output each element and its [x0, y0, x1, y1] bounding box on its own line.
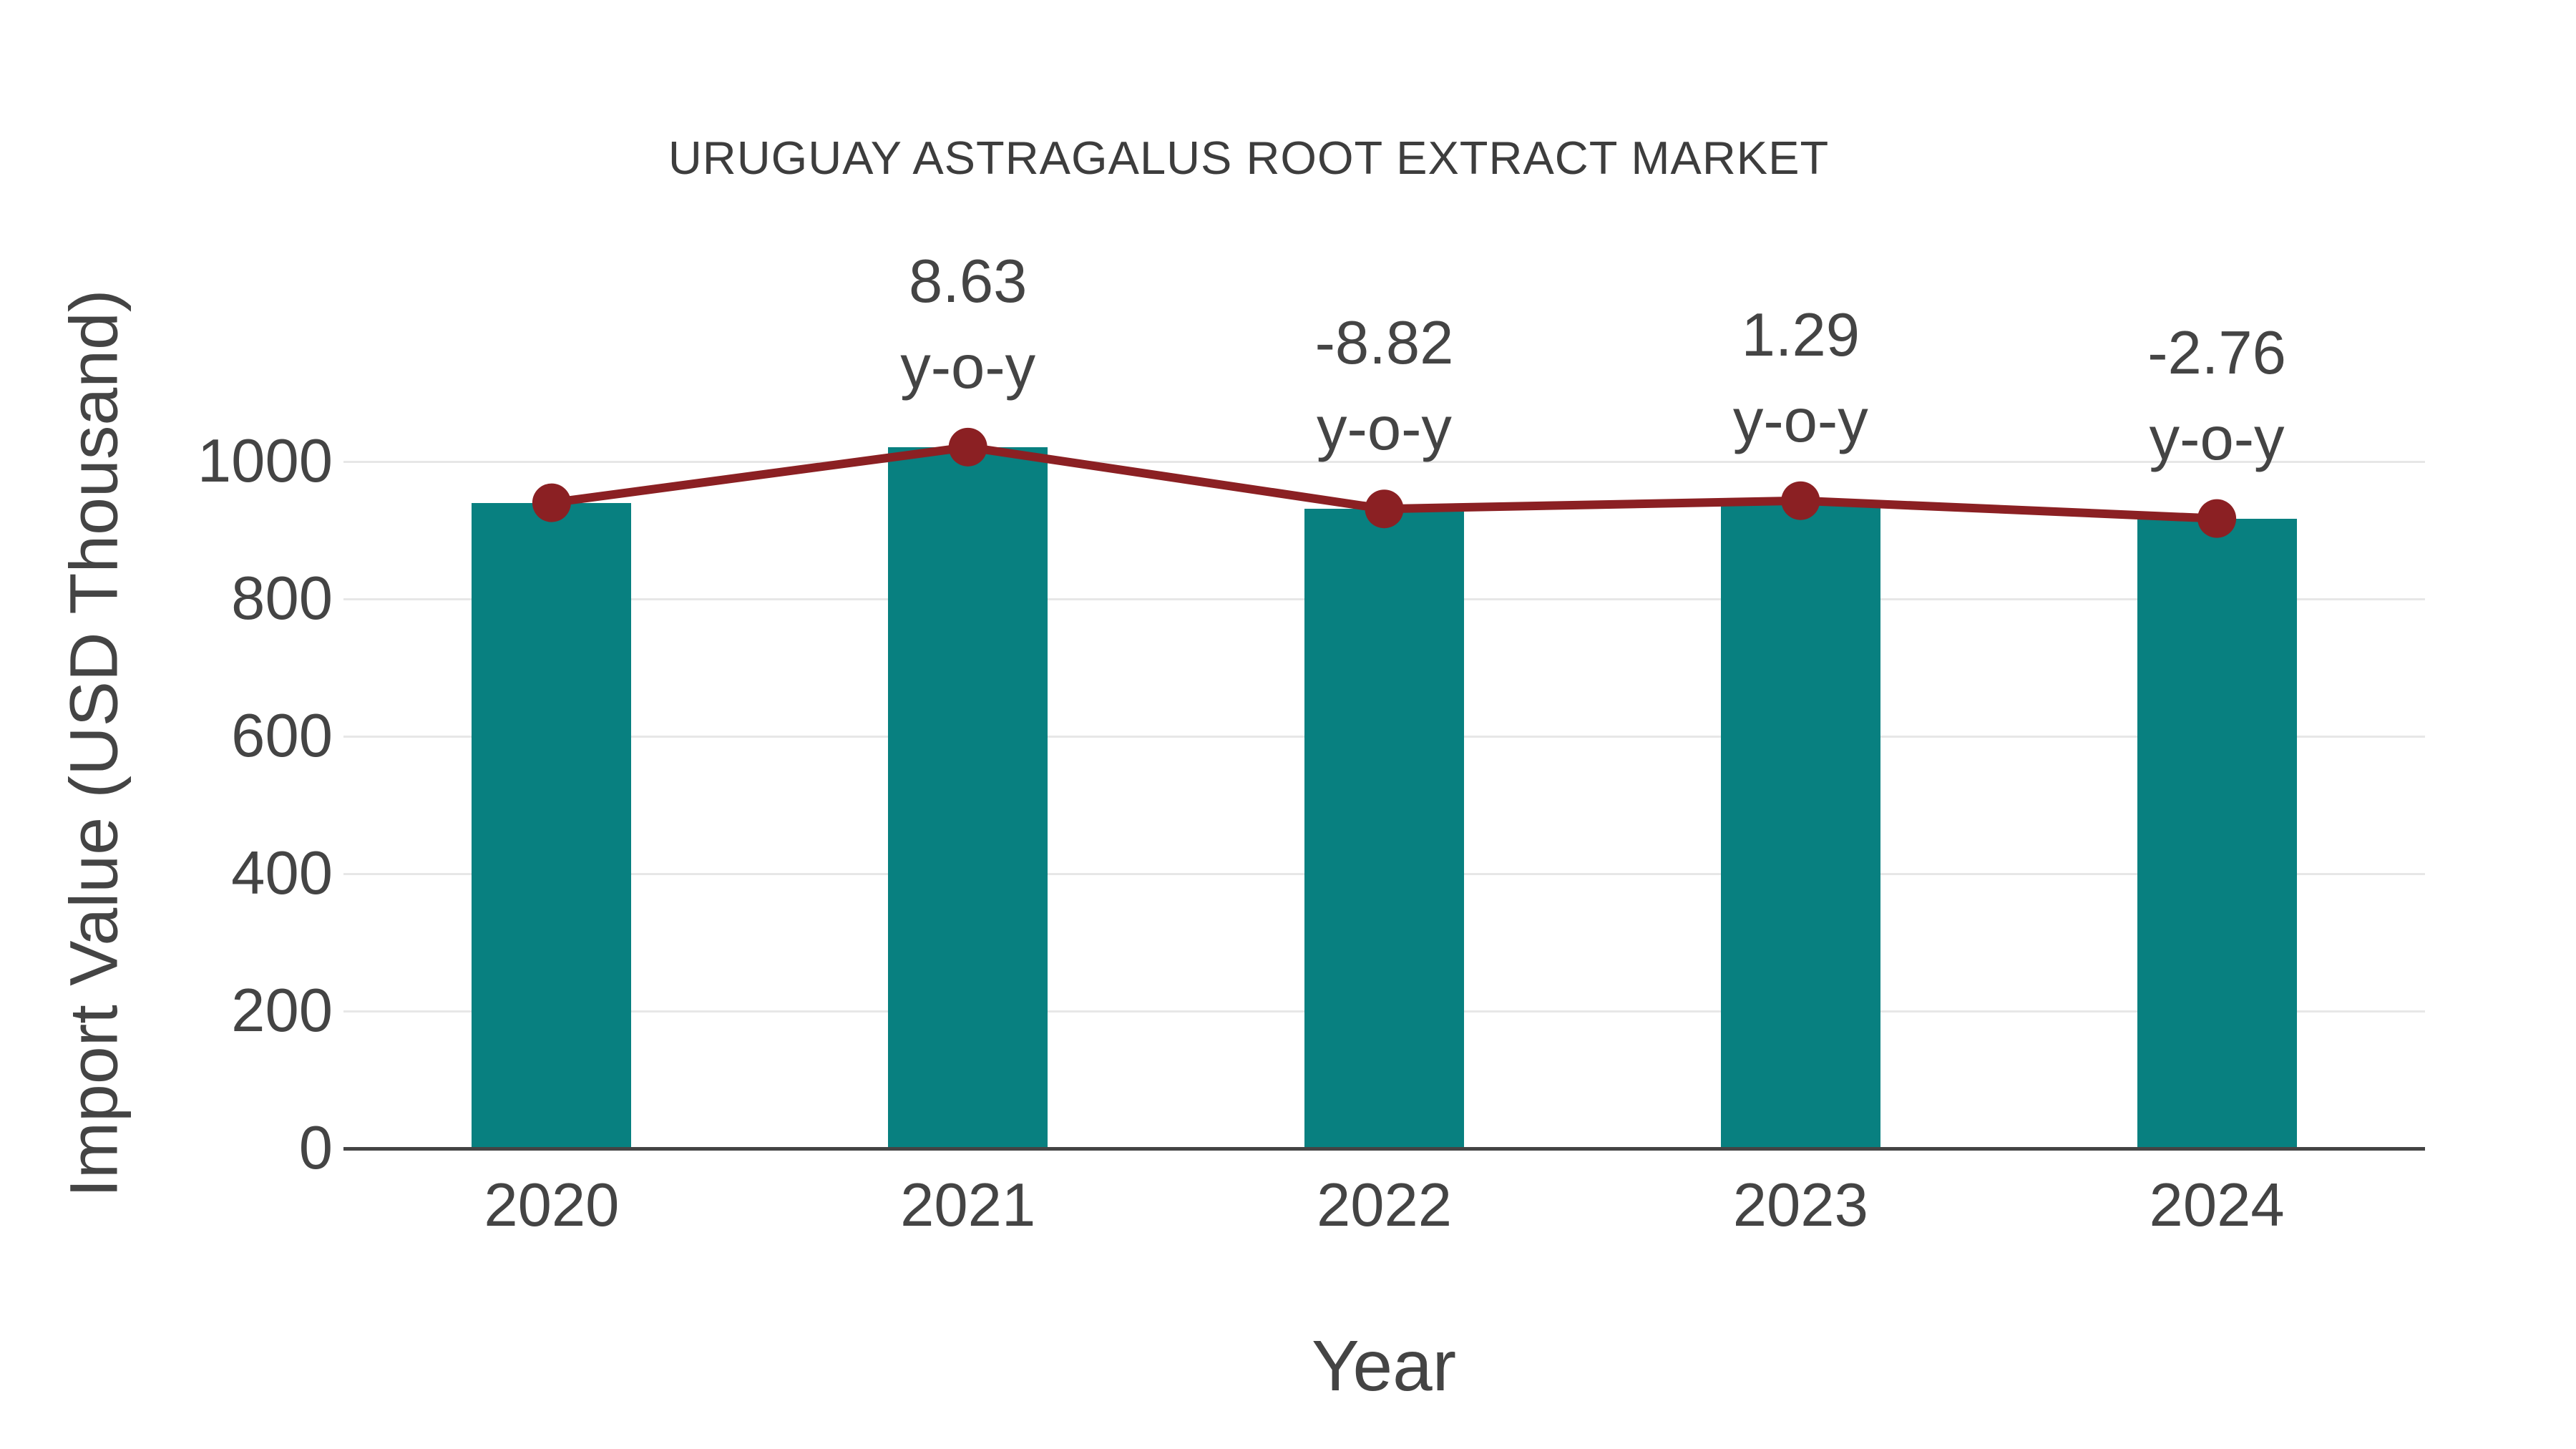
yoy-value-2023: 1.29	[1741, 301, 1860, 369]
trend-marker-2020[interactable]	[532, 483, 571, 522]
bar-2020[interactable]	[472, 502, 632, 1148]
gridline-1000	[343, 460, 2425, 463]
x-axis-line	[343, 1147, 2425, 1151]
yoy-suffix-2022: y-o-y	[1317, 395, 1452, 464]
yoy-value-2024: -2.76	[2147, 318, 2286, 387]
yoy-annotation-2021: 8.63 y-o-y	[739, 239, 1197, 411]
trend-marker-2024[interactable]	[2197, 499, 2237, 538]
y-tick-label-800: 800	[231, 565, 333, 633]
yoy-annotation-2024: -2.76 y-o-y	[1988, 311, 2446, 482]
x-tick-label-2021: 2021	[900, 1171, 1036, 1239]
y-tick-label-1000: 1000	[197, 427, 333, 495]
x-tick-label-2023: 2023	[1732, 1171, 1868, 1239]
bar-2022[interactable]	[1304, 509, 1464, 1148]
yoy-value-2022: -8.82	[1314, 309, 1454, 378]
yoy-value-2021: 8.63	[908, 247, 1028, 316]
x-tick-label-2022: 2022	[1316, 1171, 1453, 1239]
yoy-suffix-2023: y-o-y	[1732, 386, 1868, 455]
y-tick-label-200: 200	[231, 977, 333, 1045]
trend-marker-2023[interactable]	[1781, 481, 1820, 520]
x-axis-title: Year	[1311, 1326, 1457, 1406]
x-tick-label-2020: 2020	[484, 1171, 620, 1239]
x-tick-label-2024: 2024	[2149, 1171, 2285, 1239]
bar-2021[interactable]	[888, 447, 1048, 1148]
yoy-suffix-2021: y-o-y	[900, 333, 1036, 401]
bar-2023[interactable]	[1720, 500, 1880, 1148]
yoy-annotation-2023: 1.29 y-o-y	[1571, 293, 2029, 464]
y-tick-label-0: 0	[298, 1114, 333, 1182]
bar-2024[interactable]	[2137, 518, 2297, 1148]
yoy-annotation-2022: -8.82 y-o-y	[1156, 301, 1614, 472]
y-tick-label-600: 600	[231, 702, 333, 770]
trend-marker-2021[interactable]	[948, 427, 987, 467]
chart-title: URUGUAY ASTRAGALUS ROOT EXTRACT MARKET	[668, 132, 1830, 184]
yoy-suffix-2024: y-o-y	[2149, 404, 2285, 473]
y-tick-label-400: 400	[231, 839, 333, 907]
trend-marker-2022[interactable]	[1365, 489, 1404, 529]
